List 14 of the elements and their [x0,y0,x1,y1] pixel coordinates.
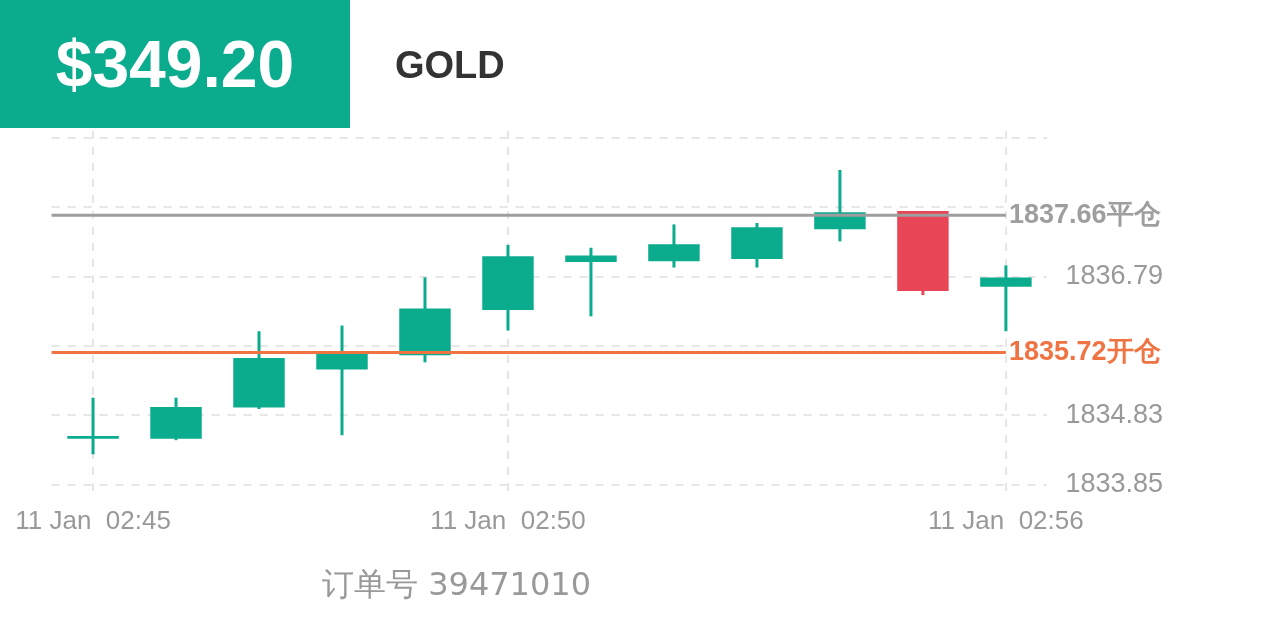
y-tick-label: 1834.83 [1065,398,1164,429]
x-tick-label: 11 Jan 02:50 [430,504,586,535]
ref-line-label: 1837.66平仓 [1008,198,1161,229]
ref-line-label: 1835.72开仓 [1008,335,1161,366]
y-tick-label: 1836.79 [1065,260,1164,291]
text: $349.20 [0,0,350,128]
x-tick-label: 11 Jan 02:56 [928,504,1084,535]
x-tick-label: 11 Jan 02:45 [15,504,171,535]
chart-title: GOLD [395,44,505,87]
candlestick [980,265,1032,333]
candlestick [565,247,617,317]
candlestick [67,397,119,455]
y-tick-label: 1833.85 [1065,468,1164,499]
text: 订单号 39471010 [322,564,592,605]
